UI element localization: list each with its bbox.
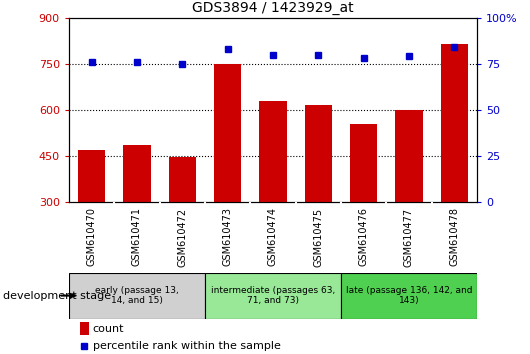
Text: late (passage 136, 142, and
143): late (passage 136, 142, and 143)	[346, 286, 472, 305]
Bar	[123, 145, 151, 202]
Bar	[205, 273, 341, 319]
Text: GSM610476: GSM610476	[359, 207, 369, 267]
Bar	[69, 273, 205, 319]
Text: GSM610474: GSM610474	[268, 207, 278, 267]
Text: GSM610477: GSM610477	[404, 207, 414, 267]
Bar	[441, 44, 468, 202]
Bar	[305, 105, 332, 202]
Text: GSM610472: GSM610472	[177, 207, 187, 267]
Bar	[78, 150, 105, 202]
Title: GDS3894 / 1423929_at: GDS3894 / 1423929_at	[192, 1, 354, 15]
Bar	[341, 273, 477, 319]
Text: development stage: development stage	[3, 291, 111, 301]
Bar	[395, 110, 422, 202]
Bar	[169, 157, 196, 202]
Text: GSM610478: GSM610478	[449, 207, 460, 267]
Text: GSM610471: GSM610471	[132, 207, 142, 267]
Bar	[80, 322, 89, 335]
Text: early (passage 13,
14, and 15): early (passage 13, 14, and 15)	[95, 286, 179, 305]
Text: percentile rank within the sample: percentile rank within the sample	[93, 341, 280, 351]
Text: GSM610475: GSM610475	[313, 207, 323, 267]
Text: count: count	[93, 324, 124, 333]
Bar	[350, 124, 377, 202]
Text: intermediate (passages 63,
71, and 73): intermediate (passages 63, 71, and 73)	[211, 286, 335, 305]
Text: GSM610470: GSM610470	[86, 207, 96, 267]
Bar	[259, 101, 287, 202]
Text: GSM610473: GSM610473	[223, 207, 233, 267]
Bar	[214, 64, 241, 202]
